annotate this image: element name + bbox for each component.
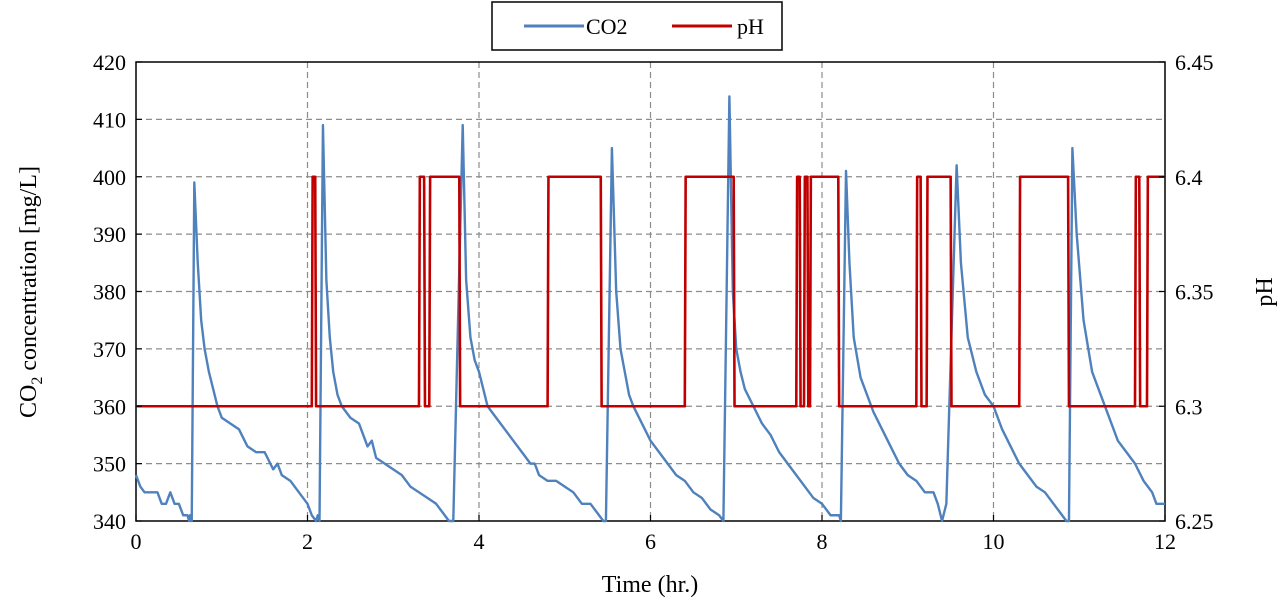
y-left-tick-label: 360	[93, 394, 126, 419]
legend: CO2 pH	[491, 1, 783, 51]
grid-lines	[136, 62, 1165, 521]
y-axis-left-title: CO2 concentration [mg/L]	[16, 166, 46, 418]
series-line-ph	[136, 175, 1165, 408]
x-tick-label: 10	[983, 529, 1005, 554]
y-right-tick-label: 6.45	[1175, 50, 1214, 75]
y-left-tick-label: 400	[93, 165, 126, 190]
y-left-tick-label: 390	[93, 222, 126, 247]
y-axis-right-title: pH	[1252, 277, 1278, 306]
x-tick-label: 6	[645, 529, 656, 554]
y-axis-left-title-main: CO	[16, 385, 42, 418]
x-tick-label: 2	[302, 529, 313, 554]
y-right-tick-label: 6.35	[1175, 280, 1214, 305]
x-tick-label: 8	[817, 529, 828, 554]
x-tick-label: 4	[474, 529, 485, 554]
y-right-tick-label: 6.25	[1175, 509, 1214, 534]
y-axis-left-title-subscript: 2	[29, 377, 46, 385]
y-left-tick-label: 340	[93, 509, 126, 534]
y-right-tick-label: 6.3	[1175, 394, 1203, 419]
y-left-tick-label: 350	[93, 452, 126, 477]
x-tick-label: 12	[1154, 529, 1176, 554]
x-tick-label: 0	[131, 529, 142, 554]
legend-label-ph: pH	[737, 14, 764, 39]
y-right-tick-label: 6.4	[1175, 165, 1203, 190]
axis-ticks: 0 2 4 6 8 10 12 340 350 360 370 380 390 400 410 420 6.25…	[93, 50, 1214, 554]
y-left-tick-label: 410	[93, 107, 126, 132]
series-line-co2	[134, 95, 1165, 523]
y-axis-left-title-rest: concentration [mg/L]	[16, 166, 42, 377]
legend-label-co2: CO2	[586, 14, 628, 39]
y-left-tick-label: 420	[93, 50, 126, 75]
y-left-tick-label: 380	[93, 280, 126, 305]
series-lines	[134, 95, 1165, 523]
y-left-tick-label: 370	[93, 337, 126, 362]
x-axis-title: Time (hr.)	[602, 572, 698, 598]
